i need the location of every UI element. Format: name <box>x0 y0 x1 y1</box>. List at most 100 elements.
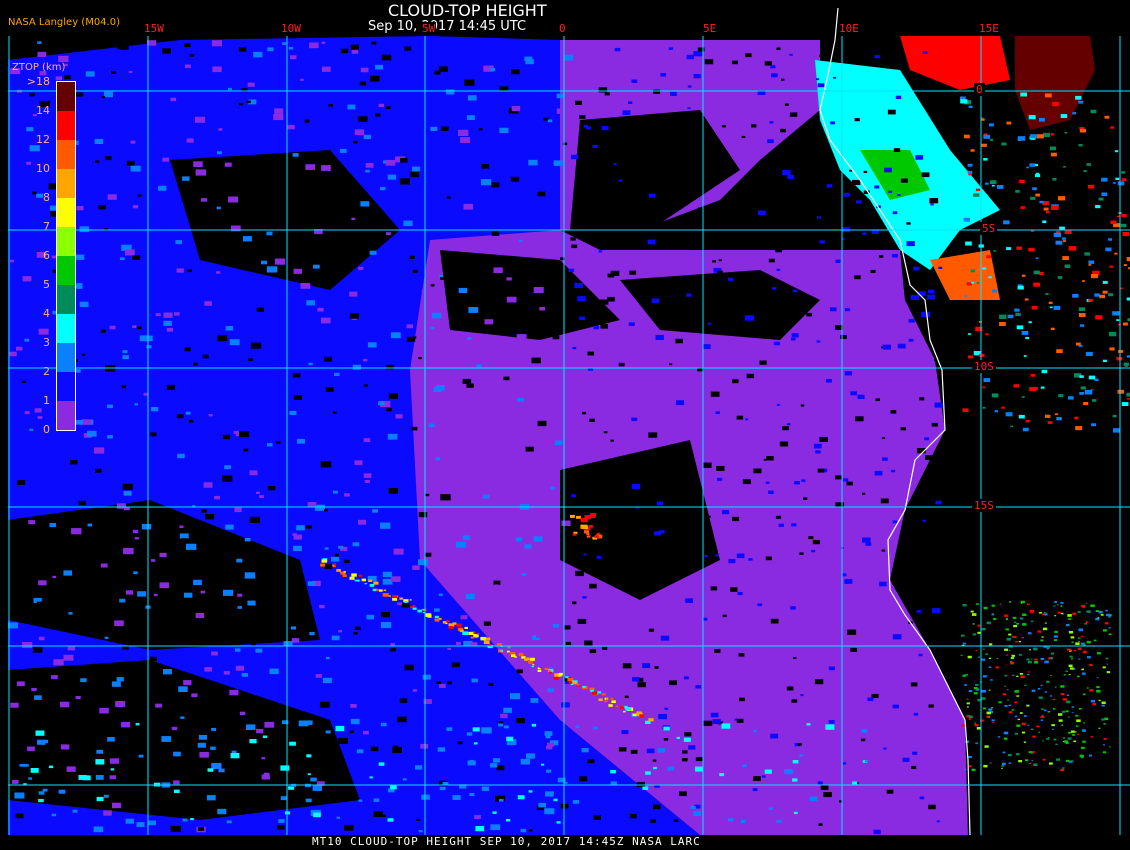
cloud-pixel <box>968 715 973 719</box>
cloud-pixel <box>606 568 611 571</box>
cloud-pixel <box>404 664 414 671</box>
cloud-pixel <box>560 803 569 809</box>
cloud-pixel <box>1007 314 1014 319</box>
cloud-pixel <box>912 751 918 755</box>
cloud-pixel <box>1079 375 1084 378</box>
cloud-pixel <box>938 266 943 269</box>
cloud-pixel <box>561 520 571 526</box>
cloud-pixel <box>1068 760 1072 763</box>
cloud-pixel <box>298 720 309 727</box>
cloud-pixel <box>681 758 688 762</box>
cloud-pixel <box>1047 711 1050 713</box>
cloud-pixel <box>582 596 587 599</box>
cloud-pixel <box>197 827 205 831</box>
cloud-pixel <box>839 800 843 803</box>
cloud-pixel <box>397 602 402 606</box>
cloud-pixel <box>353 140 358 144</box>
cloud-pixel <box>493 267 503 273</box>
cloud-pixel <box>1126 392 1130 397</box>
cloud-pixel <box>564 681 569 684</box>
cloud-pixel <box>448 623 455 627</box>
cloud-pixel <box>119 598 126 603</box>
cloud-pixel <box>577 618 587 624</box>
cloud-pixel <box>438 593 443 596</box>
cloud-pixel <box>290 626 296 630</box>
cloud-pixel <box>1061 237 1066 240</box>
cloud-pixel <box>618 362 625 367</box>
cloud-pixel <box>1017 284 1023 288</box>
cloud-pixel <box>256 307 264 312</box>
cloud-pixel <box>550 486 556 490</box>
cloud-pixel <box>48 183 59 190</box>
cloud-pixel <box>470 642 478 647</box>
cloud-pixel <box>874 470 883 476</box>
cloud-pixel <box>1082 740 1086 743</box>
cloud-pixel <box>570 683 574 686</box>
cloud-pixel <box>340 546 348 552</box>
cloud-pixel <box>253 51 263 58</box>
cloud-pixel <box>87 523 93 527</box>
cloud-pixel <box>1030 658 1033 660</box>
legend-tick: 8 <box>43 191 50 204</box>
cloud-pixel <box>913 712 919 716</box>
legend-tick: 6 <box>43 249 50 262</box>
cloud-pixel <box>452 622 457 625</box>
cloud-pixel <box>1070 730 1075 733</box>
cloud-pixel <box>445 89 455 95</box>
cloud-pixel <box>37 739 46 745</box>
cloud-pixel <box>636 781 645 787</box>
cloud-pixel <box>1005 412 1013 417</box>
cloud-pixel <box>297 266 305 271</box>
cloud-pixel <box>851 179 861 185</box>
cloud-pixel <box>1038 118 1045 122</box>
cloud-pixel <box>37 416 43 419</box>
cloud-pixel <box>499 799 504 802</box>
cloud-pixel <box>1042 627 1048 631</box>
cloud-pixel <box>63 570 73 576</box>
cloud-pixel <box>1040 684 1043 686</box>
cloud-pixel <box>421 289 427 293</box>
cloud-pixel <box>985 333 989 336</box>
cloud-pixel <box>251 643 256 646</box>
cloud-pixel <box>109 758 120 764</box>
cloud-pixel <box>1010 425 1013 428</box>
cloud-pixel <box>191 693 198 698</box>
cloud-pixel <box>1050 327 1055 330</box>
cloud-pixel <box>300 78 304 81</box>
cloud-pixel <box>100 329 106 333</box>
cloud-pixel <box>1084 252 1090 256</box>
cloud-pixel <box>882 344 891 350</box>
cloud-pixel <box>596 532 601 535</box>
cloud-pixel <box>714 649 721 653</box>
cloud-pixel <box>983 707 987 710</box>
cloud-pixel <box>351 573 356 577</box>
cloud-pixel <box>966 282 972 286</box>
cloud-pixel <box>324 560 328 562</box>
cloud-pixel <box>261 757 266 760</box>
cloud-pixel <box>1024 298 1029 301</box>
cloud-pixel <box>132 205 139 209</box>
cloud-pixel <box>758 210 766 216</box>
cloud-pixel <box>648 628 654 632</box>
cloud-pixel <box>101 96 106 99</box>
cloud-pixel <box>324 509 328 512</box>
cloud-pixel <box>1050 152 1057 157</box>
cloud-pixel <box>473 634 479 638</box>
cloud-pixel <box>406 324 414 329</box>
cloud-pixel <box>369 250 377 255</box>
cloud-pixel <box>1006 654 1009 656</box>
cloud-pixel <box>765 556 772 561</box>
cloud-pixel <box>927 294 936 300</box>
cloud-pixel <box>618 179 623 182</box>
cloud-pixel <box>427 615 432 618</box>
cloud-pixel <box>970 149 975 152</box>
cloud-pixel <box>1062 737 1066 739</box>
cloud-pixel <box>690 805 696 809</box>
cloud-pixel <box>742 479 751 485</box>
cloud-pixel <box>55 76 62 81</box>
cloud-pixel <box>908 338 914 342</box>
cloud-pixel <box>468 307 479 313</box>
cloud-pixel <box>388 595 391 597</box>
cloud-pixel <box>897 194 901 196</box>
cloud-pixel <box>549 667 553 670</box>
